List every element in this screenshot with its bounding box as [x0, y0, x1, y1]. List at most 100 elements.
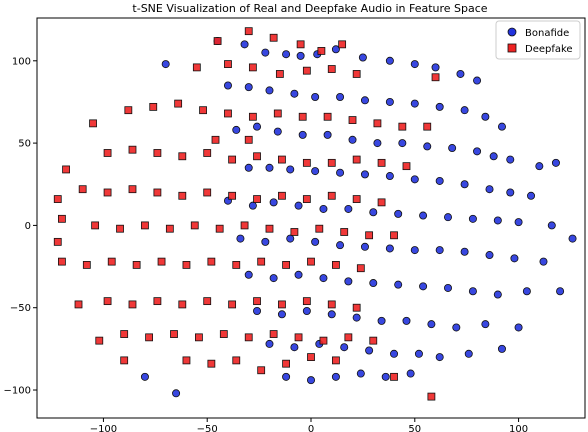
deepfake-point — [390, 231, 398, 240]
deepfake-point — [178, 191, 187, 200]
bonafide-point — [423, 142, 432, 151]
x-tick-label: −50 — [197, 424, 218, 432]
bonafide-point — [369, 279, 378, 288]
deepfake-point — [298, 112, 307, 121]
bonafide-point — [286, 234, 295, 243]
deepfake-point — [132, 261, 141, 269]
y-tick-label: 100 — [12, 56, 31, 67]
bonafide-point — [294, 201, 303, 210]
bonafide-point — [236, 234, 245, 243]
bonafide-point — [290, 89, 299, 98]
deepfake-point — [203, 188, 212, 197]
legend: Bonafide Deepfake — [495, 20, 581, 60]
deepfake-point — [211, 135, 220, 144]
deepfake-point — [307, 353, 315, 361]
deepfake-point — [319, 336, 328, 345]
deepfake-point — [377, 198, 386, 207]
deepfake-point — [120, 356, 129, 365]
deepfake-point — [253, 297, 261, 306]
bonafide-point — [232, 125, 241, 134]
bonafide-point — [348, 135, 357, 144]
bonafide-point — [311, 93, 320, 102]
deepfake-point — [278, 191, 286, 200]
bonafide-point — [360, 242, 369, 251]
bonafide-point — [269, 274, 278, 283]
bonafide-point — [172, 389, 181, 398]
deepfake-point — [228, 300, 237, 309]
legend-deepfake-label: Deepfake — [525, 44, 573, 55]
bonafide-point — [352, 313, 361, 322]
bonafide-point — [443, 283, 452, 292]
bonafide-point — [385, 56, 394, 65]
deepfake-point — [278, 300, 286, 309]
bonafide-point — [514, 323, 523, 332]
bonafide-point — [539, 257, 548, 266]
deepfake-point — [327, 300, 336, 309]
bonafide-point — [427, 320, 436, 329]
bonafide-point — [244, 270, 253, 279]
bonafide-point — [414, 349, 423, 358]
bonafide-point — [344, 204, 353, 213]
bonafide-point — [369, 208, 378, 217]
deepfake-point — [89, 119, 97, 128]
bonafide-point — [240, 40, 249, 49]
bonafide-point — [410, 175, 419, 184]
deepfake-point — [213, 37, 222, 45]
bonafide-point — [381, 372, 390, 381]
deepfake-point — [369, 336, 378, 345]
bonafide-point — [244, 163, 253, 172]
bonafide-point — [398, 139, 407, 148]
deepfake-point — [62, 165, 70, 174]
y-tick-label: 50 — [18, 139, 31, 150]
deepfake-point — [165, 224, 174, 233]
bonafide-point — [535, 162, 544, 171]
deepfake-point — [82, 261, 91, 269]
bonafide-point — [302, 307, 311, 316]
bonafide-point — [282, 50, 291, 59]
bonafide-point — [514, 218, 523, 227]
bonafide-point — [282, 372, 291, 381]
deepfake-point — [116, 224, 124, 233]
deepfake-point — [192, 63, 201, 72]
bonafide-point — [410, 60, 419, 69]
deepfake-point — [232, 261, 241, 269]
y-axis-ticks: −100 −50 0 50 100 — [4, 56, 37, 397]
bonafide-point — [402, 316, 411, 325]
x-axis-ticks: −100 −50 0 50 100 — [90, 418, 528, 432]
deepfake-point — [344, 333, 353, 342]
deepfake-point — [182, 261, 191, 269]
deepfake-point — [232, 356, 241, 365]
deepfake-point — [327, 158, 336, 167]
bonafide-point — [448, 144, 457, 153]
deepfake-point — [224, 109, 232, 118]
bonafide-point — [390, 349, 399, 358]
bonafide-point — [273, 127, 282, 136]
y-tick-label: 0 — [25, 221, 31, 232]
deepfake-point — [352, 195, 361, 203]
bonafide-point — [327, 310, 336, 319]
deepfake-point — [340, 228, 349, 236]
deepfake-point — [257, 257, 266, 266]
deepfake-point — [74, 300, 83, 309]
deepfake-point — [128, 300, 137, 309]
bonafide-point — [460, 106, 469, 115]
deepfake-point — [248, 63, 257, 72]
bonafide-point — [248, 201, 257, 210]
deepfake-point — [153, 188, 162, 197]
deepfake-point — [58, 214, 66, 223]
bonafide-point — [244, 83, 253, 92]
bonafide-point — [319, 204, 328, 213]
bonafide-point — [385, 244, 394, 253]
x-tick-label: 0 — [308, 424, 314, 432]
deepfake-point — [390, 372, 398, 381]
deepfake-point — [203, 149, 212, 157]
deepfake-point — [244, 135, 253, 144]
deepfake-point — [323, 112, 332, 121]
deepfake-point — [352, 155, 361, 164]
bonafide-point — [419, 211, 428, 220]
deepfake-point — [269, 330, 278, 338]
bonafide-point — [551, 158, 560, 167]
bonafide-point — [522, 287, 531, 296]
deepfake-point — [124, 106, 133, 115]
deepfake-point — [332, 261, 340, 269]
